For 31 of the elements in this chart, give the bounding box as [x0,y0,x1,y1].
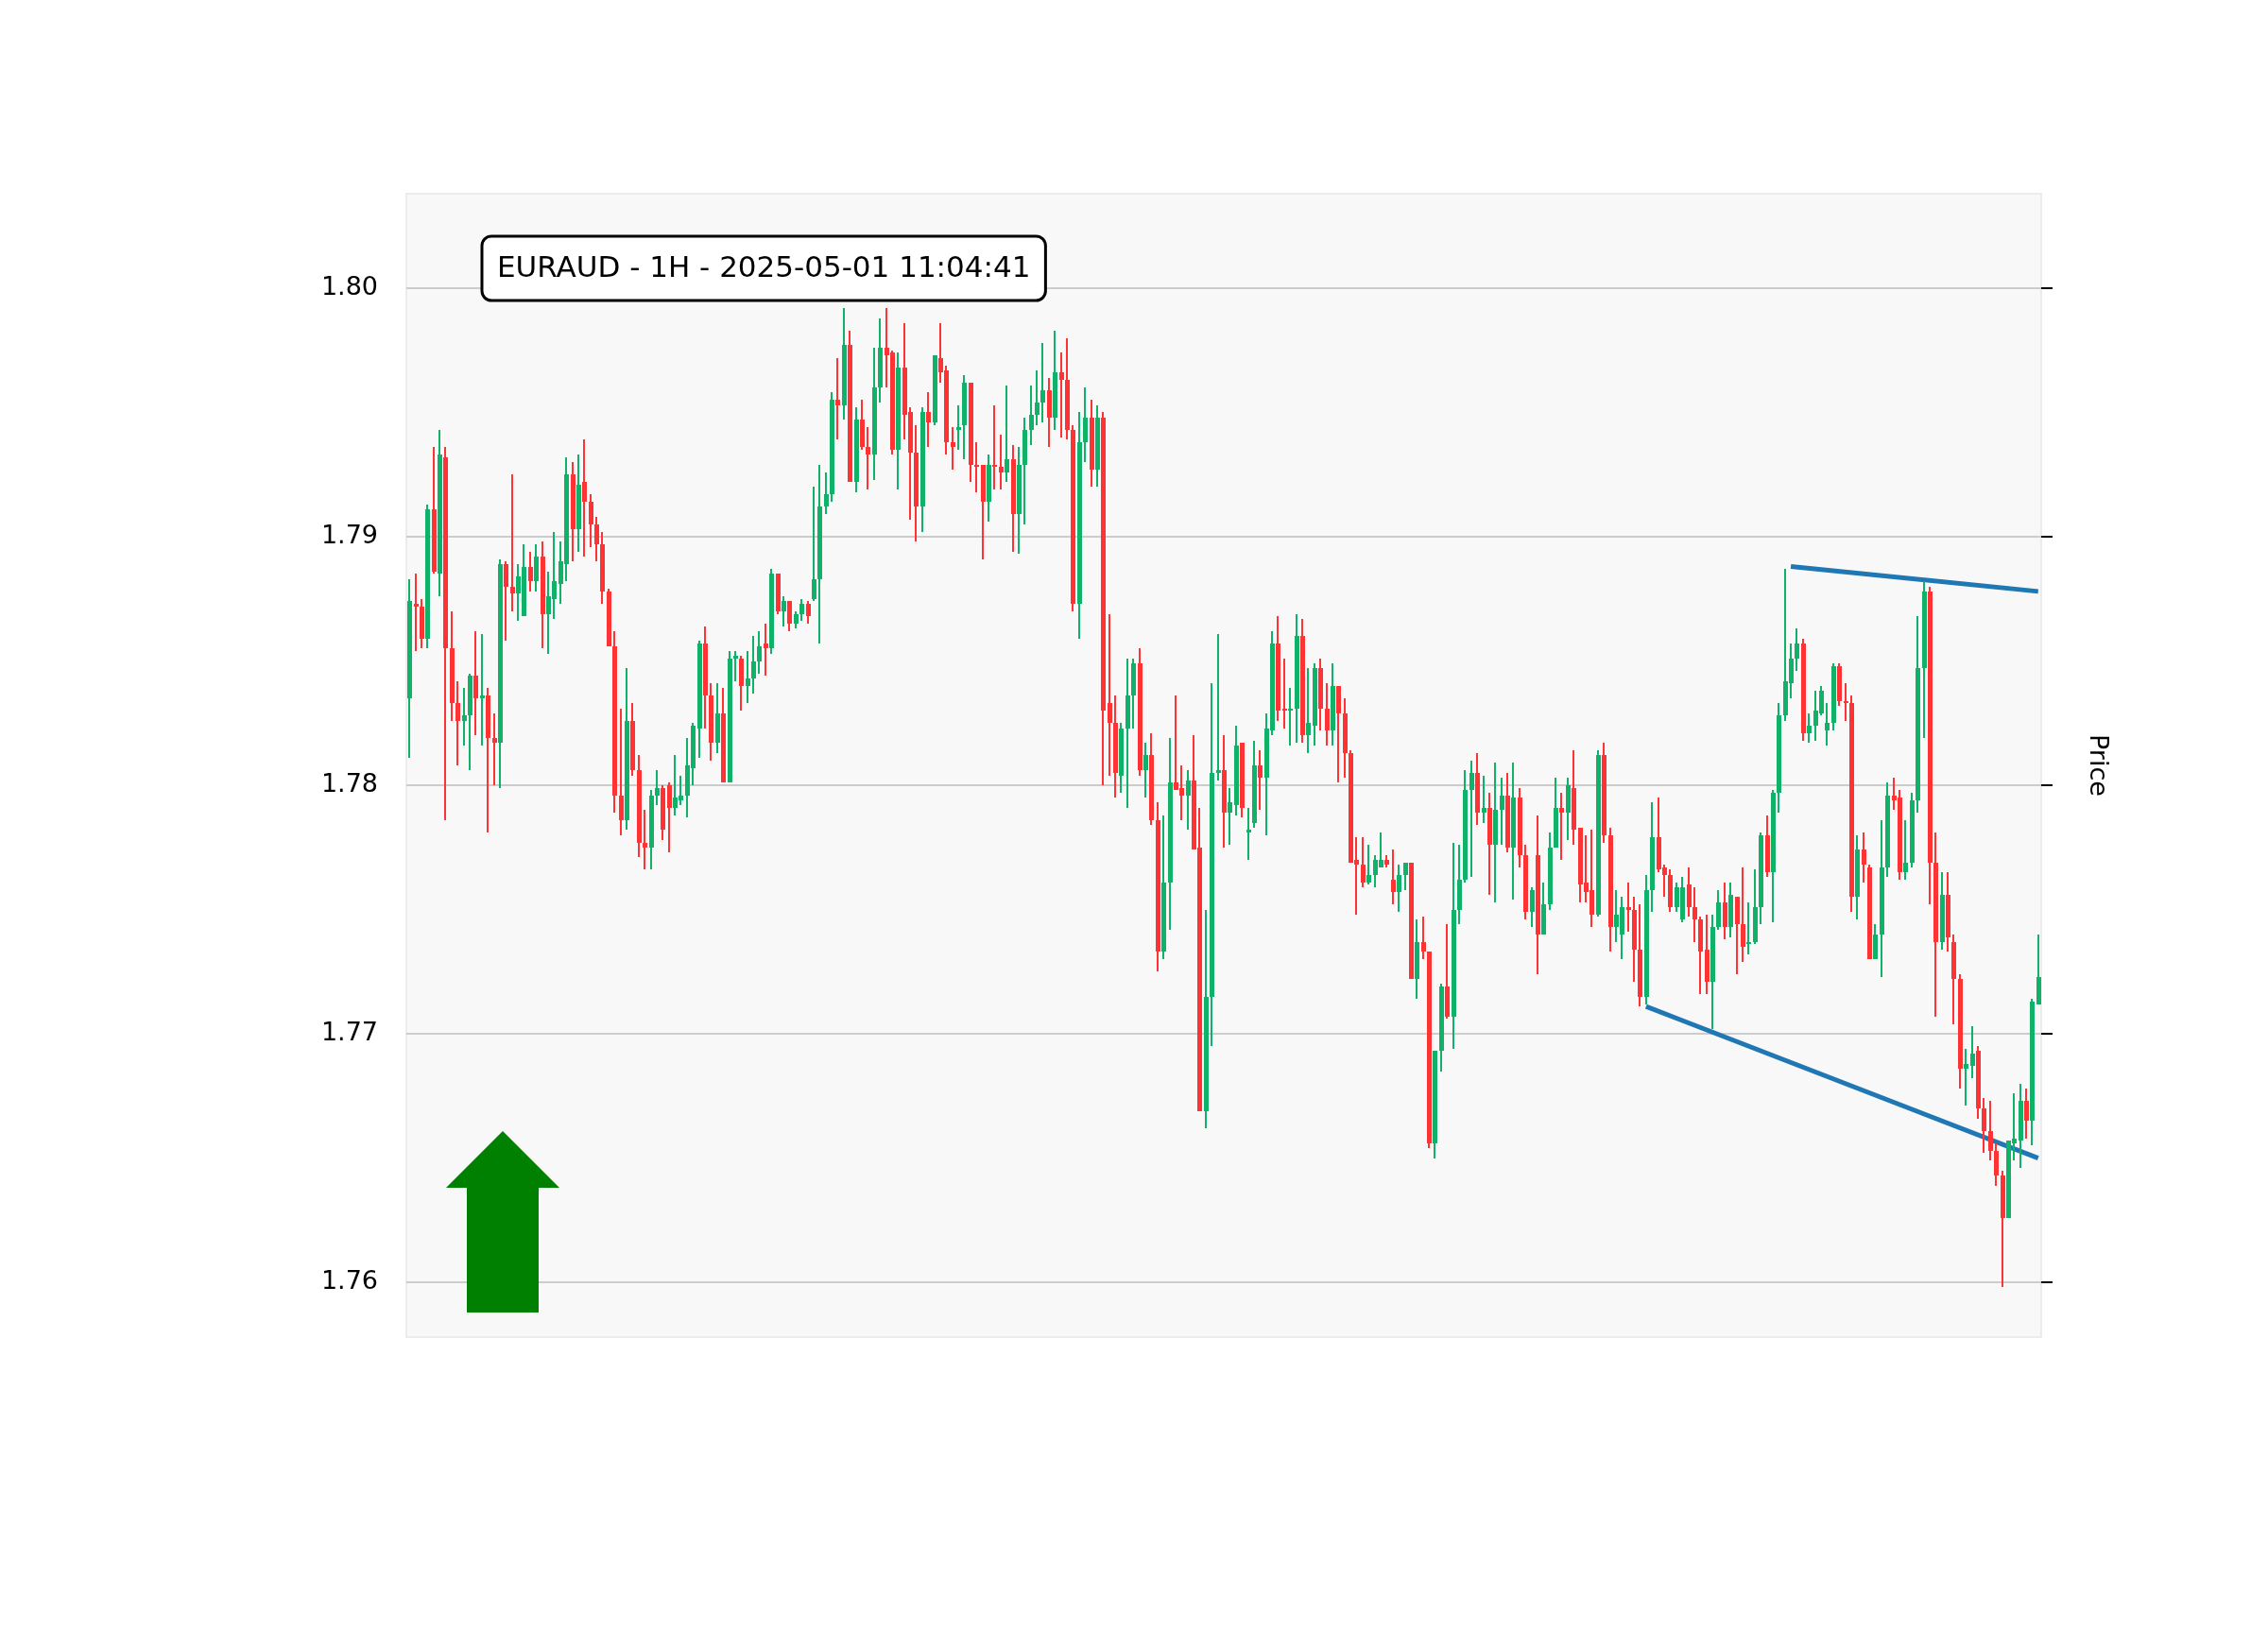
candlestick [480,634,485,746]
candlestick [1559,793,1564,860]
y-tick-label: 1.77 [320,1017,378,1047]
y-tick-label: 1.76 [320,1265,378,1295]
candlestick [733,651,738,681]
y-tick-label: 1.78 [320,768,378,798]
candlestick [1216,634,1221,781]
candlestick [1626,883,1631,932]
text: EURAUD - 1H - 2025-05-01 11:04:41 [497,249,1031,284]
candlestick [510,474,515,611]
candlestick [764,624,768,676]
y-tick-label: 1.80 [320,270,378,300]
candlestick [974,442,979,492]
candlestick [1282,659,1287,729]
candlestick [492,713,497,785]
candlestick [999,435,1004,489]
candlestick [1059,352,1064,438]
candlestick [956,405,961,450]
y-axis-title: Price [2084,734,2114,797]
candlestick [643,810,647,869]
candlestick [1844,683,1848,721]
candlestick [835,358,840,439]
candlestick [1482,776,1486,823]
candlestick [1746,902,1751,954]
candlestick [1288,688,1293,746]
y-tick-label: 1.79 [320,520,378,550]
candlestick [992,405,997,489]
candlestick [462,688,467,746]
candlestick [414,574,419,651]
candlestick [1246,808,1251,860]
candlestick [1964,1049,1968,1106]
